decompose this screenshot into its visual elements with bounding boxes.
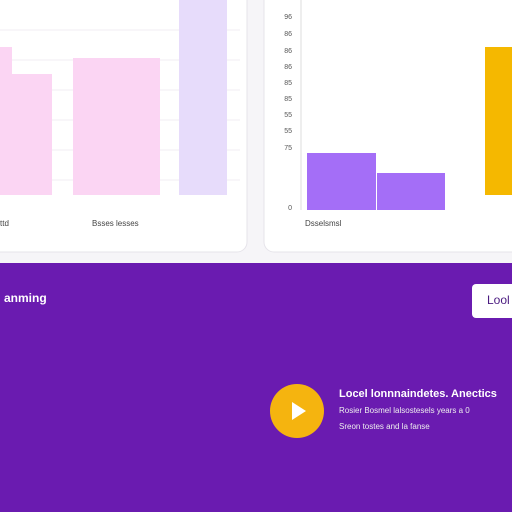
y-label: 86 xyxy=(284,64,292,71)
y-label: 55 xyxy=(284,128,292,135)
feature-title: Locel lonnnaindetes. Anectics xyxy=(339,388,497,400)
y-label: 0 xyxy=(288,205,292,212)
feature-text: Rosier Bosmel lalsostesels years a 0 xyxy=(339,406,470,415)
bar xyxy=(12,74,52,195)
y-label: 86 xyxy=(284,48,292,55)
bar xyxy=(377,173,445,210)
y-label: 85 xyxy=(284,96,292,103)
x-label: Bsses lesses xyxy=(92,219,139,228)
bar xyxy=(0,47,12,195)
button[interactable] xyxy=(472,284,512,318)
banner xyxy=(0,263,512,512)
y-label: 55 xyxy=(284,112,292,119)
button-label[interactable]: Lool xyxy=(487,293,510,307)
x-label: Dsselsmsl xyxy=(305,219,342,228)
feature-text: Sreon tostes and la fanse xyxy=(339,422,430,431)
bar xyxy=(73,58,160,195)
play-icon xyxy=(292,402,306,420)
bar xyxy=(179,0,227,195)
y-label: 86 xyxy=(284,31,292,38)
banner-heading: anming xyxy=(4,291,47,305)
bar xyxy=(307,153,376,210)
y-label: 75 xyxy=(284,145,292,152)
bar xyxy=(485,47,512,195)
y-label: 96 xyxy=(284,14,292,21)
x-label: ttd xyxy=(0,219,9,228)
y-label: 85 xyxy=(284,80,292,87)
